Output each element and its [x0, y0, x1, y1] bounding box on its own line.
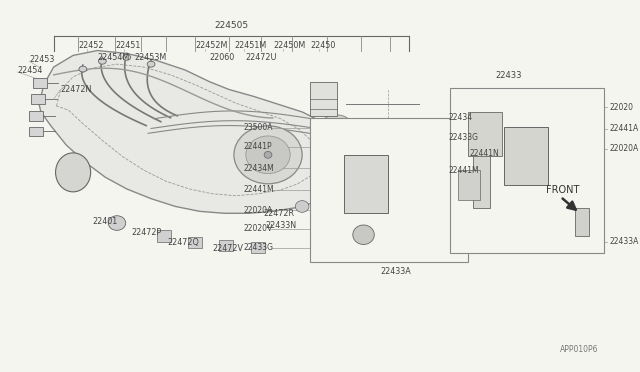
Ellipse shape — [108, 216, 125, 230]
Polygon shape — [39, 51, 351, 213]
Text: 22441P: 22441P — [244, 142, 272, 151]
Bar — [310, 82, 337, 116]
Ellipse shape — [321, 115, 352, 136]
Text: 22441N: 22441N — [470, 149, 500, 158]
Text: 22433A: 22433A — [380, 267, 411, 276]
Text: 22472P: 22472P — [132, 228, 162, 237]
Text: 22441M: 22441M — [449, 166, 479, 175]
Ellipse shape — [234, 126, 302, 184]
Text: 22472U: 22472U — [246, 53, 277, 62]
Text: 22453M: 22453M — [134, 53, 167, 62]
Ellipse shape — [264, 151, 272, 158]
Bar — [29, 126, 43, 136]
Text: 224505: 224505 — [214, 21, 248, 30]
Bar — [252, 241, 265, 253]
Text: 22441A: 22441A — [609, 125, 639, 134]
Text: 22401: 22401 — [93, 217, 118, 225]
Text: 22020A: 22020A — [609, 144, 639, 153]
Ellipse shape — [147, 61, 155, 67]
Ellipse shape — [295, 201, 309, 212]
Text: 22020A: 22020A — [244, 206, 273, 215]
Text: 22472Q: 22472Q — [168, 238, 200, 247]
Text: 22450M: 22450M — [273, 41, 305, 50]
Text: 22433: 22433 — [495, 71, 522, 80]
Ellipse shape — [353, 225, 374, 244]
Ellipse shape — [79, 66, 87, 72]
Bar — [451, 87, 604, 253]
Text: 22453: 22453 — [29, 55, 54, 64]
Text: 22452: 22452 — [78, 41, 104, 50]
Bar — [310, 118, 468, 262]
Bar — [157, 230, 171, 241]
Bar — [31, 94, 45, 104]
Text: 22454M: 22454M — [97, 53, 130, 62]
Ellipse shape — [56, 153, 91, 192]
Text: 22451M: 22451M — [234, 41, 266, 50]
Text: APP010P6: APP010P6 — [561, 345, 599, 354]
Bar — [458, 170, 479, 200]
Text: 22452M: 22452M — [195, 41, 227, 50]
Ellipse shape — [99, 58, 106, 64]
Text: 22433G: 22433G — [449, 133, 478, 142]
Bar — [29, 111, 43, 121]
Text: 22060: 22060 — [209, 53, 235, 62]
Text: 22451: 22451 — [115, 41, 140, 50]
Text: 22472V: 22472V — [212, 244, 243, 253]
Bar — [468, 112, 502, 156]
Text: 22434M: 22434M — [244, 164, 275, 173]
Text: 22454: 22454 — [17, 65, 43, 74]
Text: 22434: 22434 — [449, 113, 472, 122]
Ellipse shape — [328, 119, 345, 132]
Text: 22433G: 22433G — [244, 243, 274, 252]
Bar — [33, 78, 47, 87]
Text: 22472N: 22472N — [60, 85, 92, 94]
Ellipse shape — [246, 136, 290, 174]
Text: 22441M: 22441M — [244, 185, 275, 195]
Text: 22472R: 22472R — [263, 209, 294, 218]
Text: 22433N: 22433N — [265, 221, 296, 231]
Bar — [220, 240, 233, 251]
Ellipse shape — [123, 54, 131, 60]
Text: 22020: 22020 — [609, 103, 633, 112]
Bar — [188, 237, 202, 248]
Text: 22433A: 22433A — [609, 237, 639, 246]
Text: 23500A: 23500A — [244, 124, 273, 132]
Bar — [344, 155, 388, 213]
Text: 22450: 22450 — [310, 41, 335, 50]
Bar — [473, 155, 490, 208]
Text: 22020V: 22020V — [244, 224, 273, 233]
Text: FRONT: FRONT — [546, 185, 579, 195]
Bar — [575, 208, 589, 236]
Bar — [504, 126, 548, 185]
